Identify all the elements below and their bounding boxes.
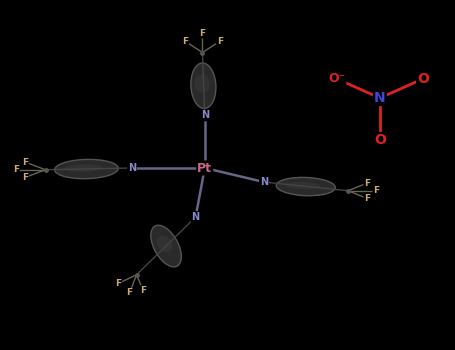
Text: N: N [374, 91, 386, 105]
Text: O⁻: O⁻ [328, 72, 345, 85]
Text: F: F [182, 37, 188, 46]
Text: O: O [374, 133, 386, 147]
Text: F: F [199, 29, 206, 38]
Text: F: F [217, 37, 223, 46]
Ellipse shape [276, 177, 335, 196]
Text: F: F [126, 288, 133, 298]
Text: F: F [364, 194, 370, 203]
Text: F: F [364, 178, 370, 188]
Text: F: F [13, 165, 19, 174]
Ellipse shape [55, 159, 118, 179]
Ellipse shape [151, 225, 182, 267]
Text: F: F [22, 158, 28, 167]
Text: F: F [373, 186, 379, 195]
Text: N: N [192, 212, 200, 222]
Text: F: F [115, 279, 121, 288]
Text: Pt: Pt [197, 161, 212, 175]
Ellipse shape [285, 182, 320, 189]
Text: F: F [140, 286, 147, 295]
Text: F: F [22, 173, 28, 182]
Ellipse shape [195, 75, 210, 92]
Ellipse shape [191, 63, 216, 108]
Ellipse shape [157, 236, 173, 252]
Text: N: N [128, 163, 136, 173]
Ellipse shape [64, 164, 102, 172]
Text: N: N [201, 111, 209, 120]
Text: N: N [260, 177, 268, 187]
Text: O: O [417, 72, 429, 86]
